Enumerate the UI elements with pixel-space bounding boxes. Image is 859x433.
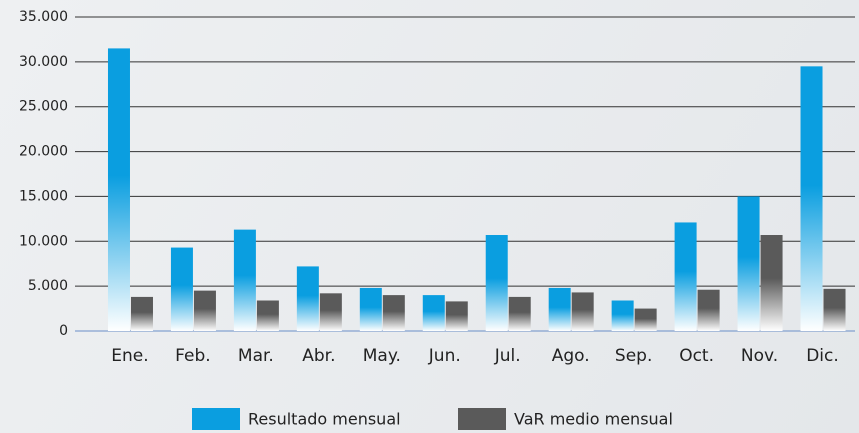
x-tick-label: Nov.	[741, 346, 778, 366]
y-tick-label: 5.000	[28, 278, 68, 294]
x-tick-label: Jun.	[428, 346, 461, 366]
bar	[256, 300, 279, 331]
bar	[800, 66, 823, 331]
y-tick-label: 15.000	[19, 188, 68, 204]
x-tick-label: Feb.	[175, 346, 211, 366]
bar	[107, 48, 130, 332]
y-tick-label: 10.000	[19, 233, 68, 249]
bar	[674, 222, 697, 331]
bar	[548, 287, 571, 331]
bar	[737, 196, 760, 331]
y-tick-label: 0	[59, 323, 68, 339]
bar	[760, 235, 783, 331]
bar	[571, 292, 594, 331]
bar	[697, 289, 720, 331]
bar	[485, 235, 508, 331]
x-tick-label: Ago.	[552, 346, 590, 366]
bar	[445, 301, 468, 331]
x-tick-label: Oct.	[679, 346, 714, 366]
y-tick-label: 25.000	[19, 99, 68, 115]
x-tick-label: Mar.	[238, 346, 274, 366]
x-tick-label: Jul.	[494, 346, 521, 366]
x-tick-label: Sep.	[615, 346, 652, 366]
legend-swatch	[192, 408, 240, 430]
bar	[508, 296, 531, 331]
bar	[823, 288, 846, 331]
bar	[170, 247, 193, 331]
x-tick-label: Abr.	[302, 346, 335, 366]
legend-swatch	[458, 408, 506, 430]
bar	[359, 287, 382, 331]
bar	[634, 308, 657, 331]
x-tick-label: Dic.	[806, 346, 839, 366]
bar	[130, 296, 153, 331]
bar	[382, 295, 405, 331]
x-tick-label: May.	[363, 346, 401, 366]
y-tick-label: 35.000	[19, 9, 68, 25]
bar	[296, 266, 319, 331]
bar	[233, 229, 256, 331]
legend-label: Resultado mensual	[248, 410, 401, 429]
y-tick-label: 20.000	[19, 144, 68, 160]
bar	[319, 293, 342, 331]
legend-label: VaR medio mensual	[514, 410, 673, 429]
y-tick-label: 30.000	[19, 54, 68, 70]
bar	[422, 295, 445, 331]
x-tick-label: Ene.	[111, 346, 148, 366]
bar	[193, 290, 216, 331]
bar	[611, 300, 634, 331]
